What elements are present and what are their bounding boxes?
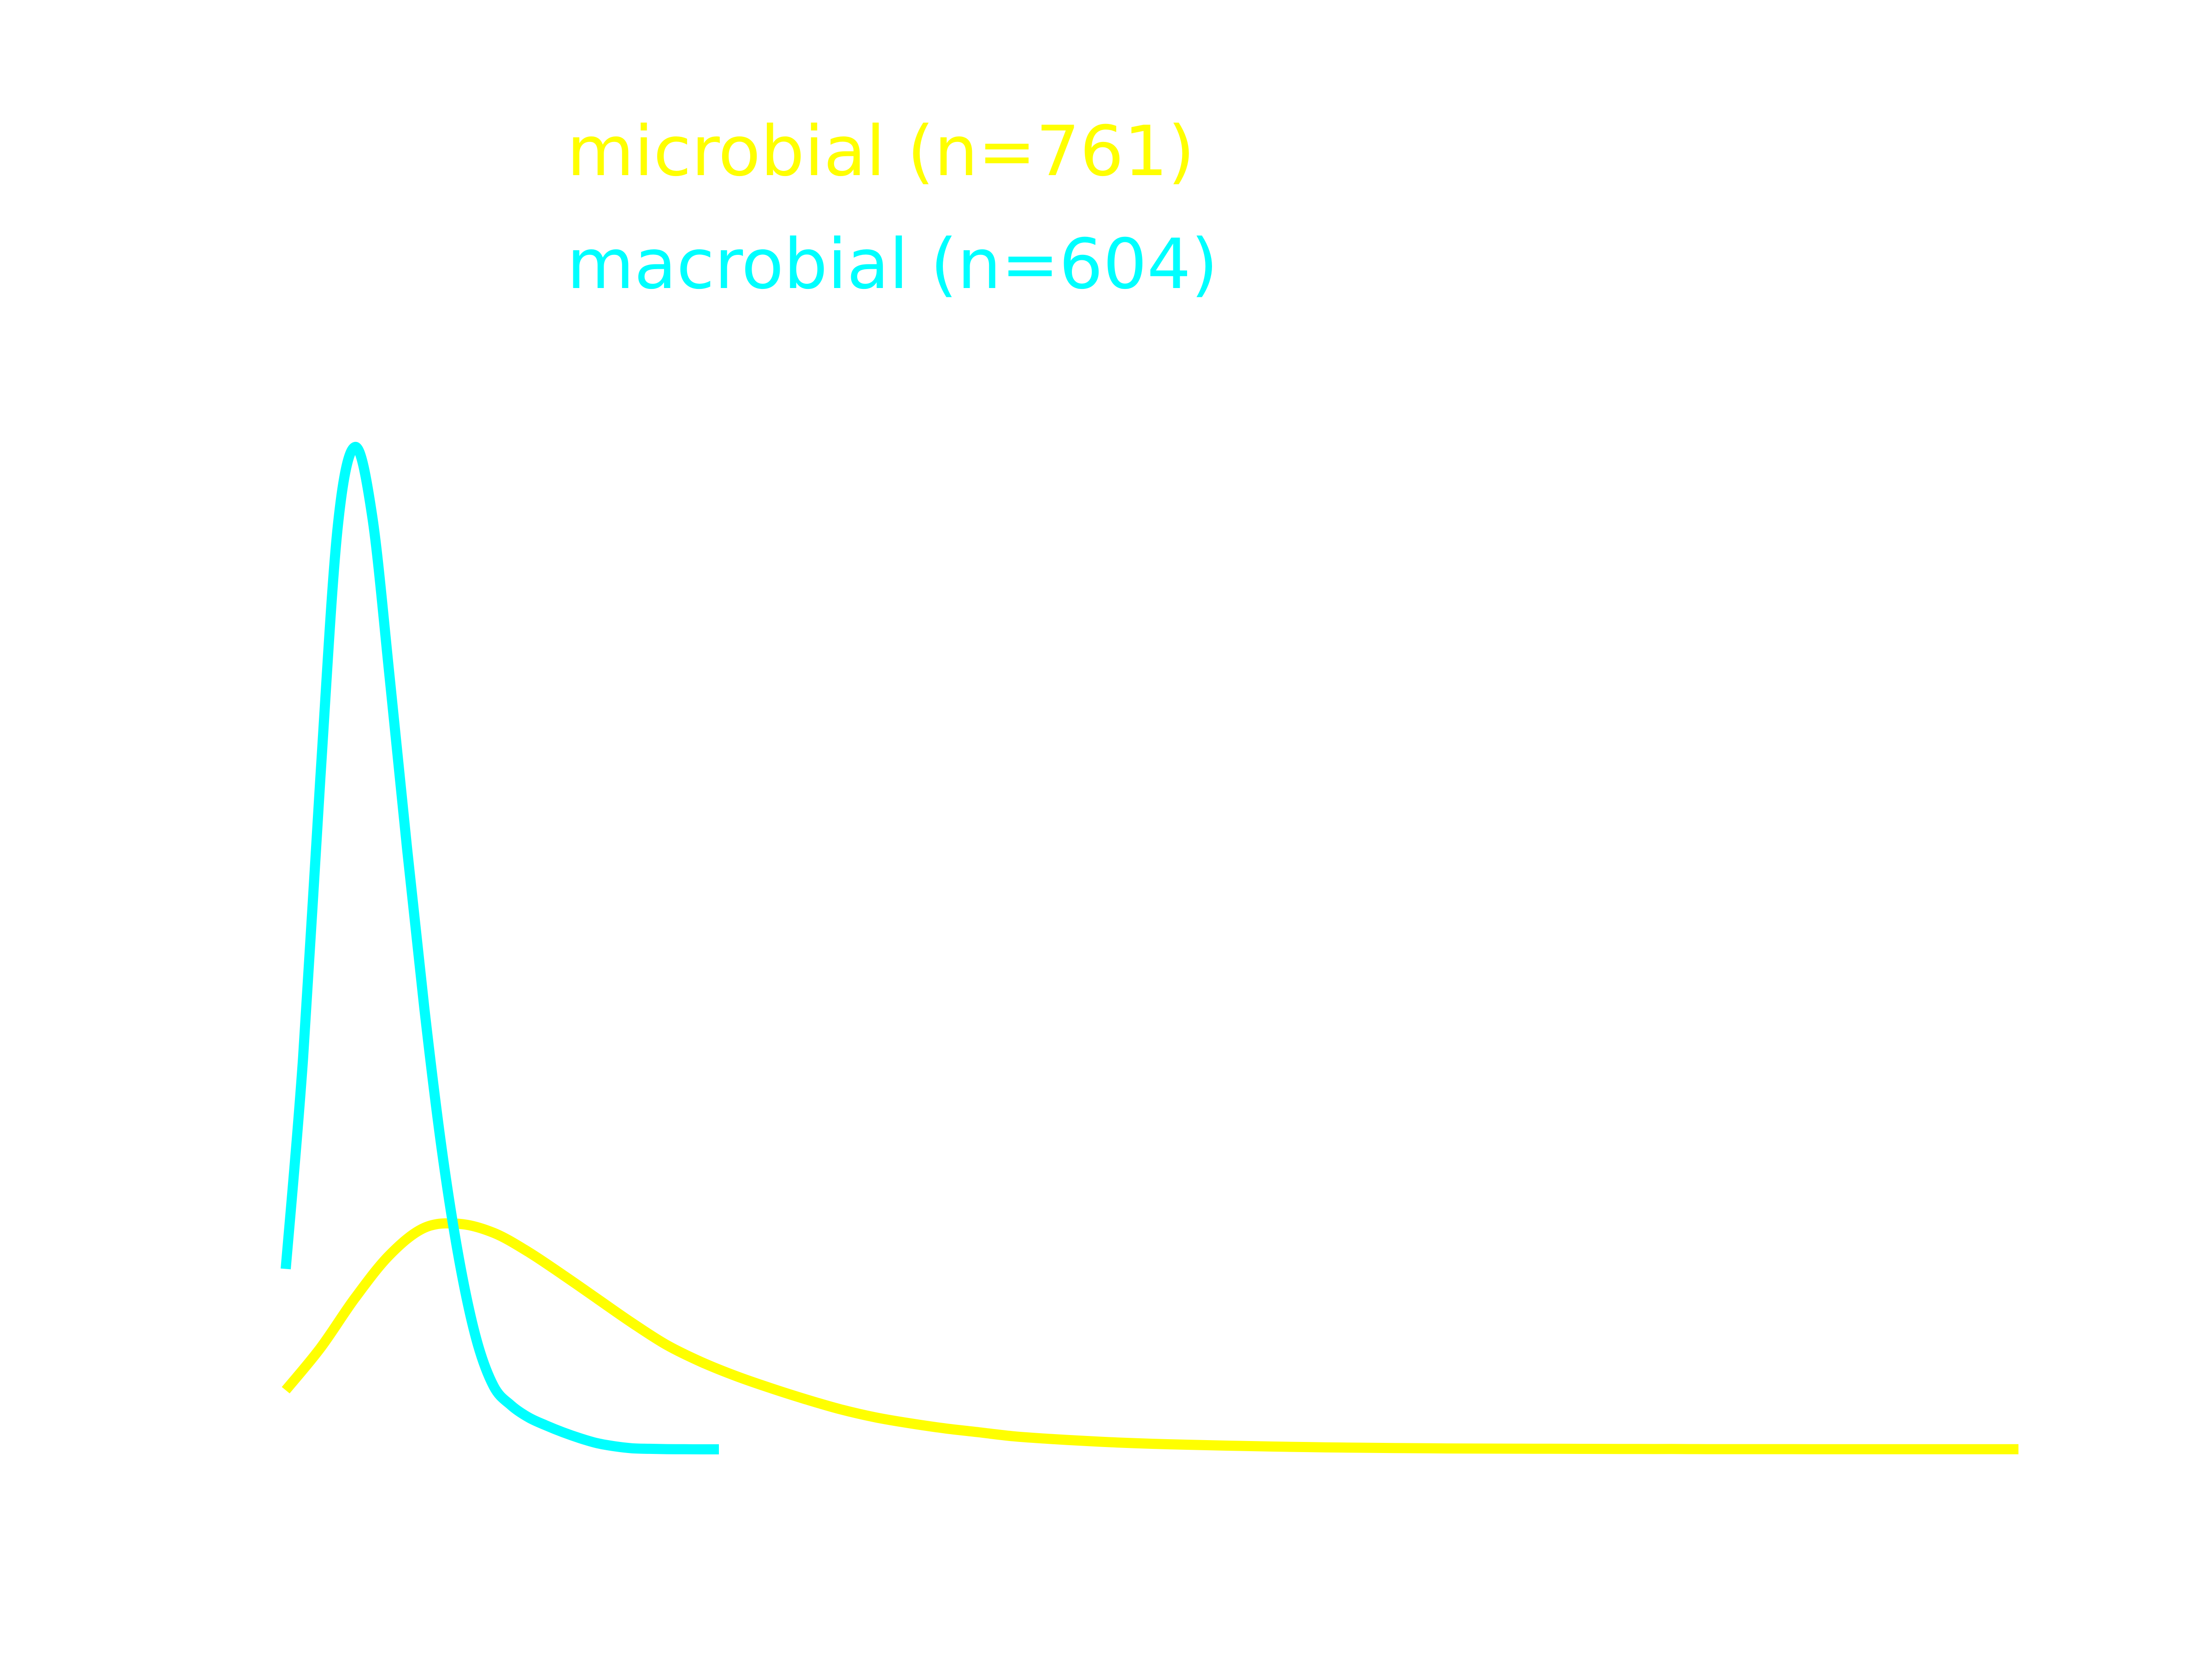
- plot-area: [281, 442, 2018, 1454]
- series-line-macrobial: [281, 442, 719, 1454]
- legend: microbial (n=761) macrobial (n=604): [567, 112, 1218, 305]
- legend-entry-macrobial: macrobial (n=604): [567, 224, 1218, 305]
- legend-entry-microbial: microbial (n=761): [567, 112, 1195, 192]
- series-line-microbial: [282, 1218, 2018, 1454]
